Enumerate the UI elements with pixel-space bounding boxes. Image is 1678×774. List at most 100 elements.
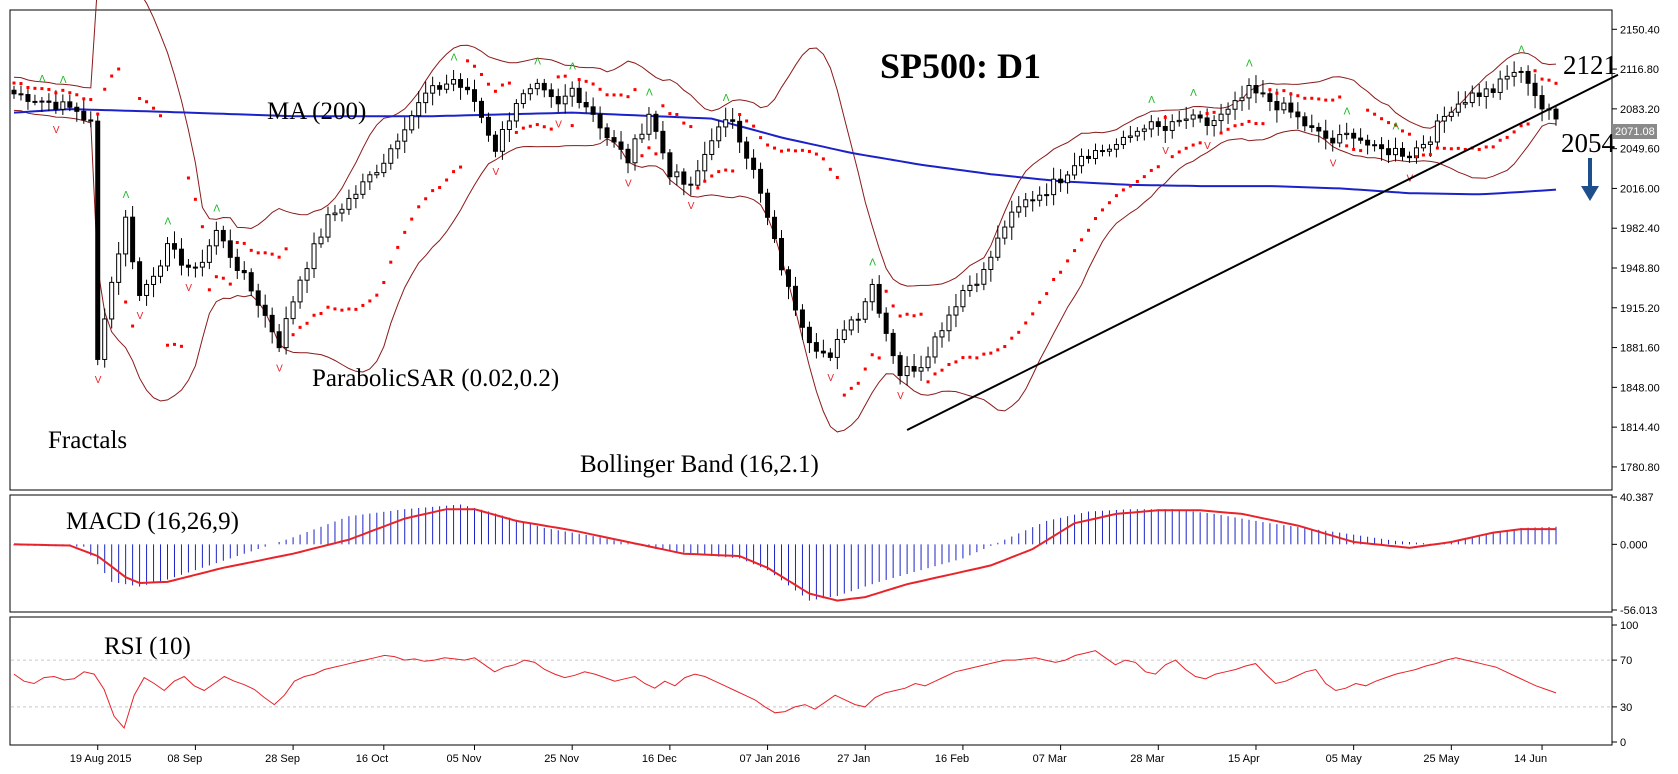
sar-dot [1017,330,1021,334]
sar-dot [1247,119,1251,123]
candle-body [123,216,129,255]
sar-dot [486,82,490,86]
time-tick-label: 08 Sep [167,753,202,765]
sar-dot [856,381,860,385]
level-low-label: 2054 [1561,128,1616,158]
candle-body [1065,174,1071,184]
candle-body [785,269,791,287]
sar-dot [12,81,16,85]
candle-body [695,170,701,186]
candle-body [534,82,540,90]
candle-body [234,256,240,271]
candle-body [1086,155,1092,159]
candle-body [395,140,401,150]
candle-body [185,264,191,268]
sar-dot [1540,77,1544,81]
fractal-down-marker: V [185,283,192,294]
sar-dot [1087,228,1091,232]
candle-body [402,129,408,142]
candle-body [360,181,366,195]
fractal-up-marker: Λ [723,93,730,104]
sar-dot [891,304,895,308]
candle-body [353,193,359,199]
candle-body [1337,134,1343,144]
candle-body [639,133,645,140]
sar-dot [835,175,839,179]
fractals: ΛVΛVΛVΛVΛVΛVΛVΛVΛVΛVΛVΛVΛVΛVΛΛVΛ [39,44,1525,402]
candle-body [1309,125,1315,128]
sar-dot [1142,175,1146,179]
candle-body [39,100,45,103]
candle-body [792,285,798,311]
fractal-up-marker: Λ [451,53,458,64]
sar-dot [152,106,156,110]
candle-body [946,314,952,332]
candle-body [1009,211,1015,228]
candle-body [1358,137,1364,141]
candle-body [465,86,471,91]
fractal-up-marker: Λ [534,56,541,67]
candle-body [918,367,924,372]
candle-body [576,87,582,103]
sar-dot [752,124,756,128]
fractal-down-marker: V [53,125,60,136]
candle-body [1134,130,1140,137]
sar-dot [117,67,121,71]
sar-dot [912,314,916,318]
candle-body [32,100,38,103]
sar-dot [842,393,846,397]
time-tick-label: 07 Jan 2016 [740,753,801,765]
candle-body [1525,70,1531,84]
candle-body [1183,118,1189,121]
sar-dot [1463,147,1467,151]
candle-body [723,119,729,128]
price-tick-label: 1915.20 [1620,303,1660,315]
sar-dot [668,112,672,116]
sar-dot [863,367,867,371]
sar-dot [1226,127,1230,131]
sar-dot [710,174,714,178]
candle-body [779,238,785,271]
candle-body [1141,128,1147,132]
candle-body [988,256,994,270]
candle-body [653,113,659,132]
fractal-down-marker: V [1204,141,1211,152]
sar-dot [898,314,902,318]
sar-dot [40,87,44,91]
trendline [906,73,1619,431]
time-tick-label: 16 Feb [935,753,969,765]
candle-body [1330,137,1336,144]
sar-dot [459,165,463,169]
candle-body [67,101,73,108]
sar-dot [961,356,965,360]
candle-body [799,309,805,328]
fractal-up-marker: Λ [569,61,576,72]
candle-body [1058,178,1064,184]
sar-dot [780,149,784,153]
candle-body [1120,136,1126,146]
time-tick-label: 16 Dec [642,753,677,765]
sar-dot [1191,143,1195,147]
candle-body [569,87,575,97]
sar-dot [905,312,909,316]
sar-dot [633,88,637,92]
candle-body [290,301,296,320]
sar-dot [452,170,456,174]
candle-body [1420,143,1426,149]
candle-body [269,314,275,333]
candle-body [1218,113,1224,122]
candle-body [1504,75,1510,80]
sar-dot [333,307,337,311]
sar-dot [724,168,728,172]
candle-body [869,283,875,303]
sar-dot [1066,259,1070,263]
level-high-label: 2121 [1563,50,1617,80]
candle-body [444,83,450,90]
time-tick-label: 25 Nov [544,753,579,765]
time-tick-label: 16 Oct [356,753,388,765]
sar-dot [1198,141,1202,145]
candle-body [1197,114,1203,119]
sar-dot [640,154,644,158]
candle-body [806,326,812,344]
candle-body [681,171,687,185]
